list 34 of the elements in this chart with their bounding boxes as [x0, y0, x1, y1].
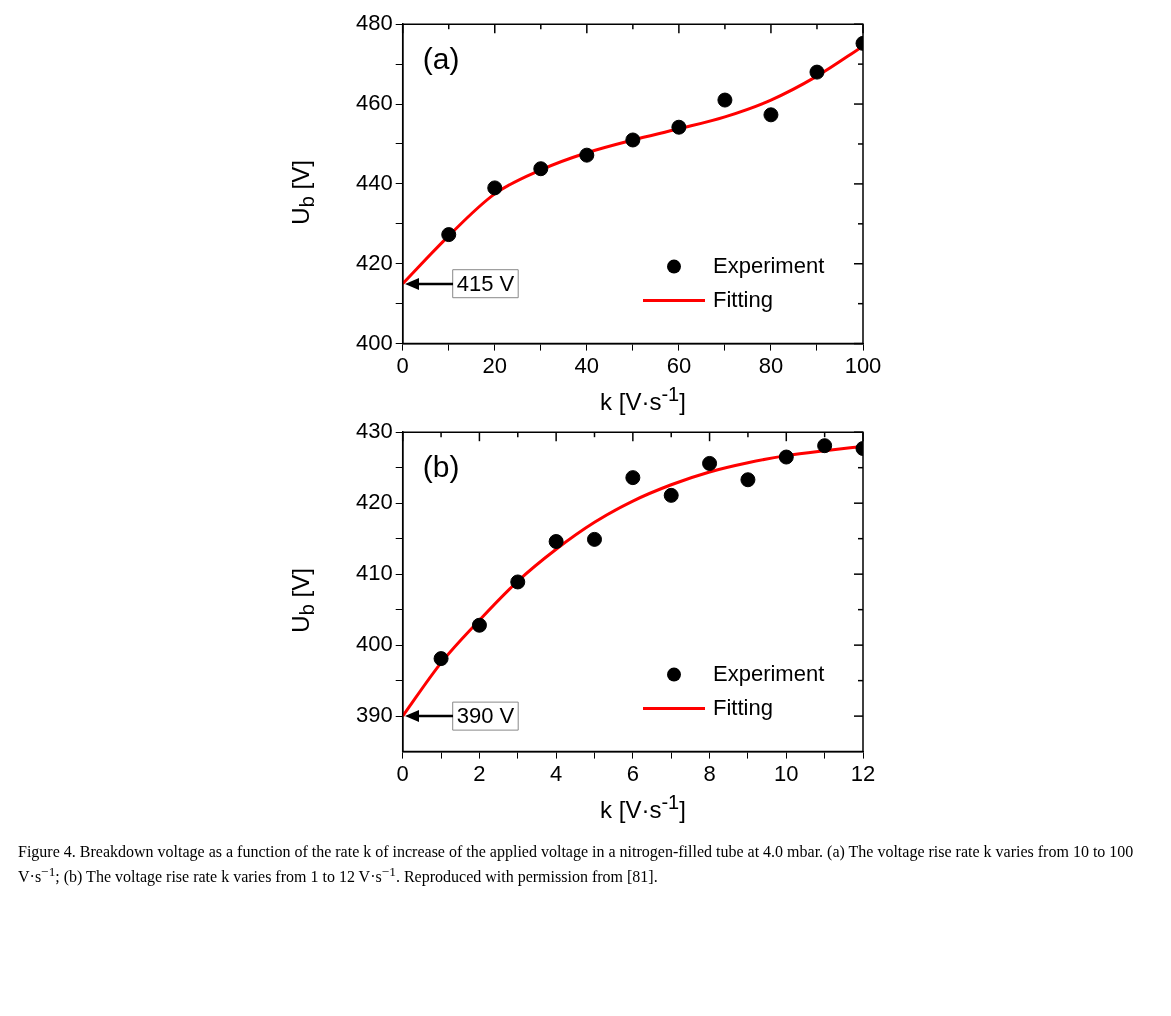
y-tick-label: 410: [355, 560, 393, 586]
x-axis-title: k [V·s$^{-1}$]: [599, 383, 687, 416]
x-tick-label: 100: [844, 352, 882, 378]
y-tick-label: 480: [355, 10, 393, 36]
x-tick-label: 0: [396, 352, 409, 378]
y-tick-label: 420: [355, 489, 393, 515]
text: (b): [422, 450, 460, 484]
legend-label: Fitting: [713, 694, 773, 720]
legend-label: Fitting: [713, 286, 773, 312]
x-tick-label: 0: [396, 760, 409, 786]
y-tick-label: 440: [355, 169, 393, 195]
x-axis-title: k [V·s$^{-1}$]: [599, 791, 687, 824]
y-tick-label: 420: [355, 249, 393, 275]
x-tick-label: 8: [703, 760, 716, 786]
y-tick-label: 400: [355, 329, 393, 355]
x-tick-label: 2: [473, 760, 486, 786]
x-tick-label: 6: [626, 760, 639, 786]
annotation: 415 V: [456, 270, 515, 296]
y-tick-label: 460: [355, 90, 393, 116]
x-tick-label: 10: [774, 760, 799, 786]
x-tick-label: 12: [850, 760, 876, 786]
x-tick-label: 80: [758, 352, 784, 378]
legend-label: Experiment: [713, 660, 825, 686]
text: (a): [422, 42, 460, 76]
legend-label: Experiment: [713, 252, 825, 278]
y-tick-label: 390: [355, 702, 393, 728]
x-tick-label: 40: [574, 352, 600, 378]
y-tick-label: 430: [355, 418, 393, 444]
caption: Figure 4. Breakdown voltage as a function of the rate k of increase of the applied voltage in a nitrogen-filled tube at 4.0 mbar. (a) The voltage rise rate k varies from 10 to 100 V·s$^{−1}$; (b) The voltage rise rate k varies from 1 to 12 V·s$^{−1}$. Reproduced with permission from [81].: [18, 842, 1135, 888]
x-tick-label: 4: [550, 760, 563, 786]
annotation: 390 V: [456, 703, 515, 729]
x-tick-label: 60: [666, 352, 692, 378]
x-tick-label: 20: [482, 352, 508, 378]
y-tick-label: 400: [355, 631, 393, 657]
